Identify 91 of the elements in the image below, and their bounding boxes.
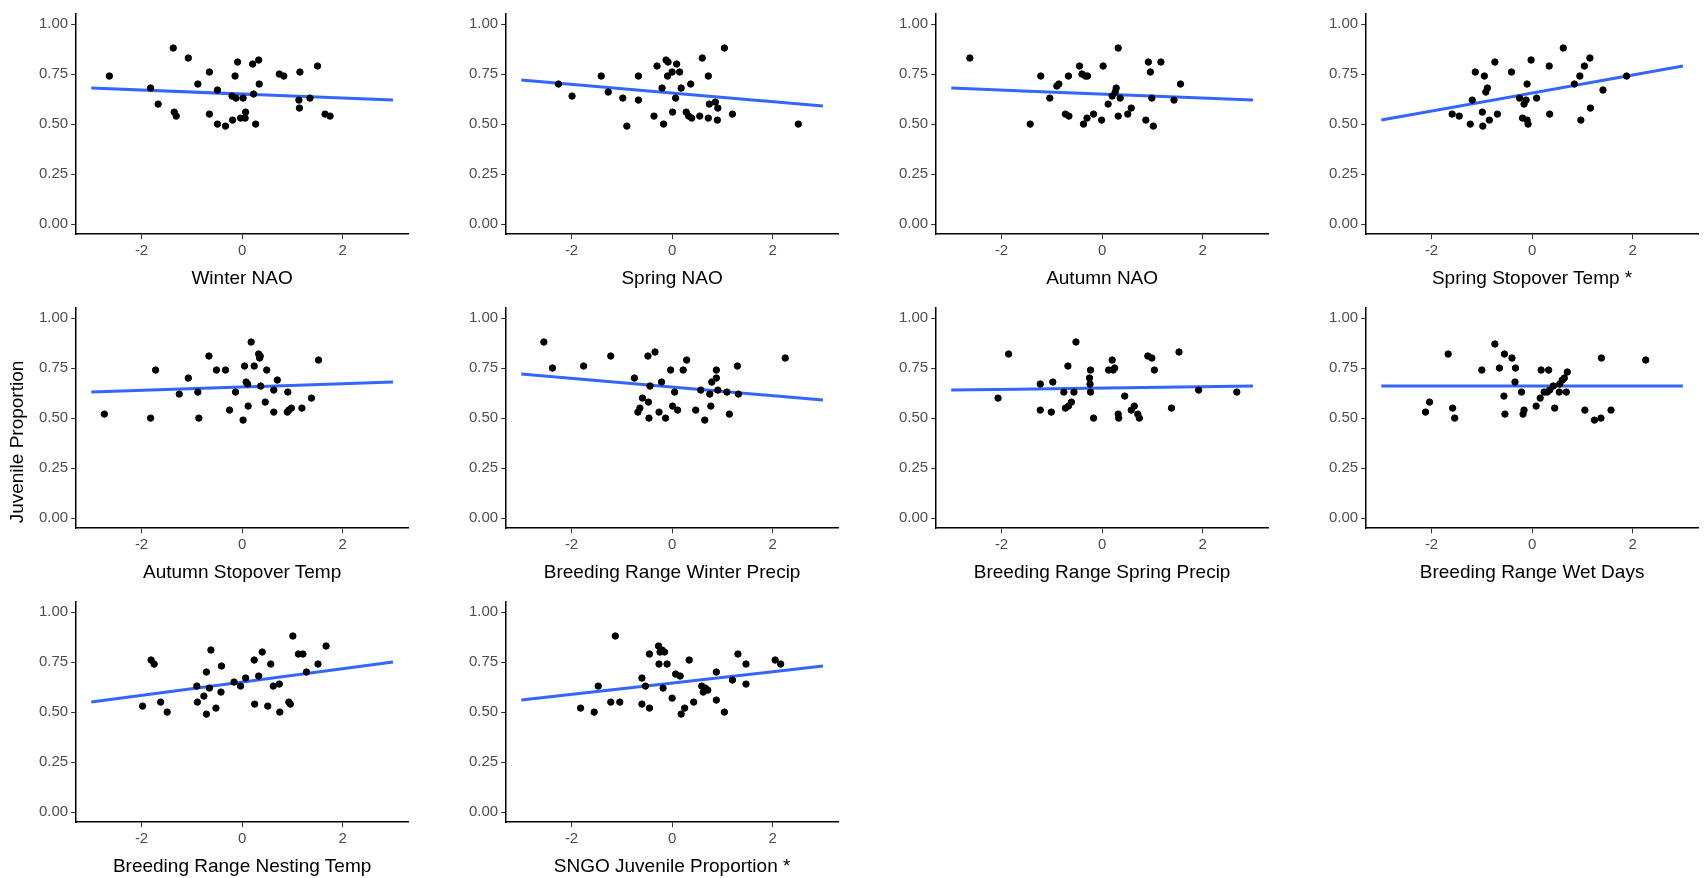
y-tick-label: 0.25 <box>38 458 69 476</box>
y-tick-label: 1.00 <box>1328 14 1359 32</box>
y-tick-label: 0.50 <box>1328 114 1359 132</box>
y-tick-label: 1.00 <box>38 308 69 326</box>
x-axis-title: Breeding Range Wet Days <box>1419 560 1645 582</box>
x-tick-label: -2 <box>564 241 579 259</box>
x-tick-label: 2 <box>1198 241 1207 259</box>
y-tick-label: 1.00 <box>468 308 499 326</box>
x-tick-label: 2 <box>338 241 347 259</box>
y-tick-label: 0.75 <box>1328 358 1359 376</box>
y-tick-label: 0.75 <box>898 358 929 376</box>
x-tick-label: 0 <box>1527 535 1537 553</box>
y-tick-label: 0.00 <box>38 214 69 232</box>
y-tick-label: 0.25 <box>898 164 929 182</box>
y-tick-label: 0.50 <box>38 408 69 426</box>
y-tick-label: 1.00 <box>1328 308 1359 326</box>
y-tick-label: 0.25 <box>38 752 69 770</box>
x-tick-label: -2 <box>134 241 149 259</box>
y-tick-label: 0.25 <box>468 752 499 770</box>
x-axis-title: Spring NAO <box>621 266 723 288</box>
y-tick-label: 0.00 <box>898 214 929 232</box>
x-tick-label: -2 <box>134 829 149 847</box>
y-tick-label: 0.75 <box>1328 64 1359 82</box>
x-tick-label: 0 <box>1097 241 1107 259</box>
x-axis-title: Winter NAO <box>191 266 293 288</box>
y-tick-label: 0.75 <box>468 64 499 82</box>
y-tick-label: 0.00 <box>468 508 499 526</box>
y-tick-label: 1.00 <box>468 602 499 620</box>
x-tick-label: -2 <box>134 535 149 553</box>
y-tick-label: 0.75 <box>38 64 69 82</box>
y-tick-label: 0.50 <box>898 408 929 426</box>
y-tick-label: 1.00 <box>468 14 499 32</box>
x-tick-label: 0 <box>237 241 247 259</box>
x-axis-title: Autumn Stopover Temp <box>143 560 342 582</box>
x-axis-title: Autumn NAO <box>1046 266 1159 288</box>
y-tick-label: 1.00 <box>38 14 69 32</box>
y-tick-label: 0.25 <box>468 164 499 182</box>
y-tick-label: 0.00 <box>38 802 69 820</box>
x-axis-title: Breeding Range Winter Precip <box>543 560 801 582</box>
x-tick-label: 0 <box>1097 535 1107 553</box>
y-tick-label: 0.25 <box>1328 458 1359 476</box>
y-tick-label: 0.75 <box>898 64 929 82</box>
x-tick-label: 2 <box>768 535 777 553</box>
x-tick-label: 0 <box>667 829 677 847</box>
x-axis-title: Breeding Range Nesting Temp <box>112 854 372 876</box>
y-tick-label: 1.00 <box>898 14 929 32</box>
x-tick-label: 2 <box>1628 535 1637 553</box>
y-axis-title: Juvenile Proportion <box>6 360 28 524</box>
x-tick-label: 2 <box>768 241 777 259</box>
y-tick-label: 0.75 <box>468 358 499 376</box>
x-tick-label: -2 <box>1424 241 1439 259</box>
y-tick-label: 0.00 <box>38 508 69 526</box>
y-tick-label: 0.00 <box>468 214 499 232</box>
y-tick-label: 1.00 <box>898 308 929 326</box>
x-tick-label: 0 <box>1527 241 1537 259</box>
y-tick-label: 0.00 <box>898 508 929 526</box>
y-tick-label: 0.00 <box>1328 508 1359 526</box>
x-tick-label: 2 <box>1628 241 1637 259</box>
y-tick-label: 1.00 <box>38 602 69 620</box>
y-tick-label: 0.50 <box>38 114 69 132</box>
y-tick-label: 0.00 <box>468 802 499 820</box>
x-tick-label: -2 <box>564 535 579 553</box>
y-tick-label: 0.50 <box>468 702 499 720</box>
y-tick-label: 0.50 <box>468 114 499 132</box>
y-tick-label: 0.25 <box>468 458 499 476</box>
y-tick-label: 0.50 <box>468 408 499 426</box>
x-tick-label: 2 <box>338 535 347 553</box>
y-tick-label: 0.25 <box>1328 164 1359 182</box>
x-tick-label: -2 <box>564 829 579 847</box>
x-tick-label: 0 <box>667 241 677 259</box>
y-tick-label: 0.25 <box>898 458 929 476</box>
y-tick-label: 0.75 <box>468 652 499 670</box>
x-axis-title: Breeding Range Spring Precip <box>973 560 1231 582</box>
y-tick-label: 0.25 <box>38 164 69 182</box>
x-tick-label: 2 <box>768 829 777 847</box>
x-tick-label: 0 <box>667 535 677 553</box>
y-tick-label: 0.50 <box>38 702 69 720</box>
x-tick-label: 2 <box>1198 535 1207 553</box>
y-tick-label: 0.50 <box>898 114 929 132</box>
y-tick-label: 0.00 <box>1328 214 1359 232</box>
x-tick-label: -2 <box>1424 535 1439 553</box>
x-axis-title: SNGO Juvenile Proportion * <box>553 854 791 876</box>
x-tick-label: 2 <box>338 829 347 847</box>
x-axis-title: Spring Stopover Temp * <box>1431 266 1633 288</box>
x-tick-label: -2 <box>994 241 1009 259</box>
x-tick-label: 0 <box>237 829 247 847</box>
x-tick-label: 0 <box>237 535 247 553</box>
y-tick-label: 0.75 <box>38 652 69 670</box>
x-tick-label: -2 <box>994 535 1009 553</box>
y-tick-label: 0.75 <box>38 358 69 376</box>
y-tick-label: 0.50 <box>1328 408 1359 426</box>
